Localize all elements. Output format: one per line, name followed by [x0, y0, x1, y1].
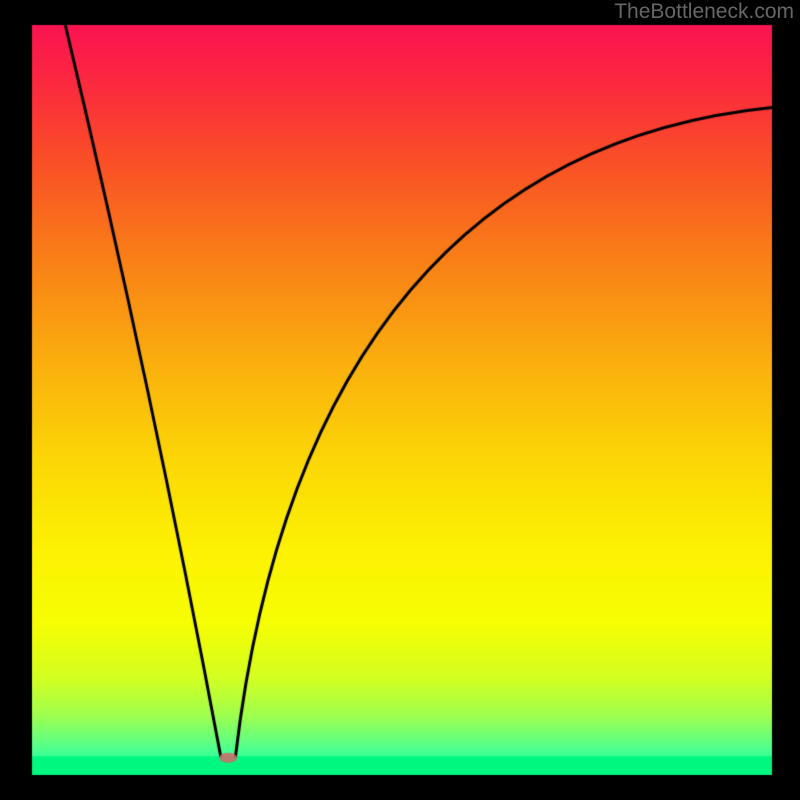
- watermark-text: TheBottleneck.com: [614, 0, 794, 24]
- bottleneck-curve-chart: [0, 0, 800, 800]
- chart-container: TheBottleneck.com: [0, 0, 800, 800]
